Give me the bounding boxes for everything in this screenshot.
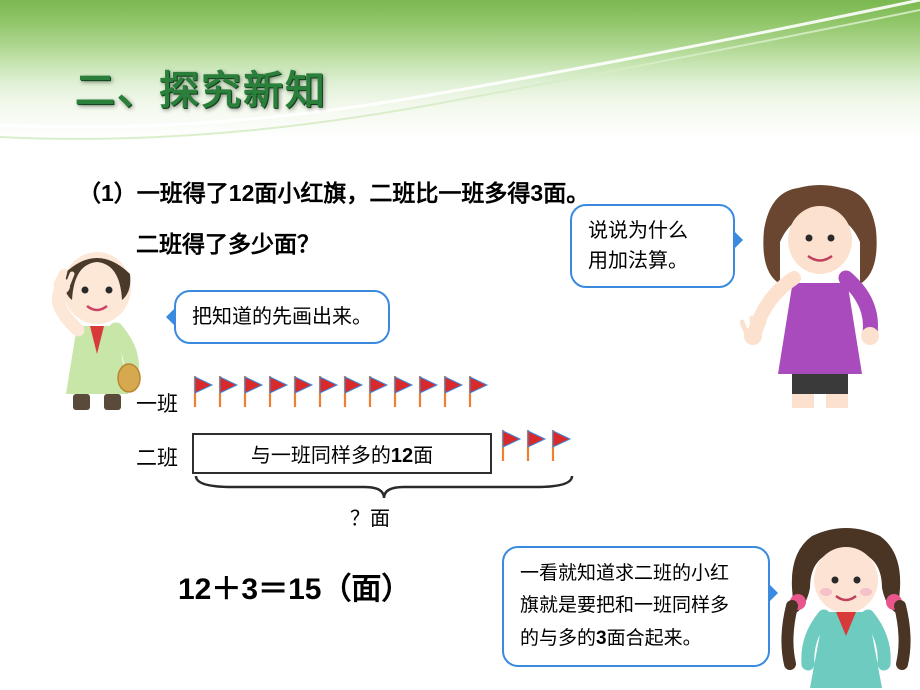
flag-icon [417,374,439,408]
girl-l3n: 3 [596,628,607,649]
girl-l3b: 面合起来。 [607,628,702,649]
woman-bubble-l1: 说说为什么 [588,216,717,246]
flag-icon [342,374,364,408]
flag-icon [292,374,314,408]
class2-same-box: 与一班同样多的12面 [192,433,492,474]
flag-icon [392,374,414,408]
section-title: 二、探究新知 [75,58,327,116]
flag-icon [242,374,264,408]
equation: 12＋3＝15（面） [178,564,411,608]
woman-character [740,178,902,410]
flag-icon [467,374,489,408]
woman-bubble-l2: 用加法算。 [588,246,717,276]
boy-bubble-text: 把知道的先画出来。 [192,306,372,328]
flag-icon [317,374,339,408]
class1-label: 一班 [136,388,178,418]
flag-icon [267,374,289,408]
flag-icon [442,374,464,408]
flag-icon [217,374,239,408]
brace-label: ？面 [350,502,390,531]
boy-character [32,244,162,412]
girl-speech-bubble: 一看就知道求二班的小红 旗就是要把和一班同样多 的与多的3面合起来。 [502,546,770,667]
curly-brace [192,472,576,502]
flag-icon [192,374,214,408]
class2-label: 二班 [136,442,178,472]
class1-flags [192,374,489,408]
girl-l3a: 的与多的 [520,628,596,649]
flag-icon [550,428,572,462]
flag-icon [525,428,547,462]
girl-l1: 一看就知道求二班的小红 [520,563,729,584]
girl-character [776,518,918,690]
boy-speech-bubble: 把知道的先画出来。 [174,290,390,344]
woman-speech-bubble: 说说为什么 用加法算。 [570,204,735,288]
flag-icon [500,428,522,462]
flag-icon [367,374,389,408]
class2-extra-flags [500,428,572,462]
girl-l2: 旗就是要把和一班同样多 [520,595,729,616]
